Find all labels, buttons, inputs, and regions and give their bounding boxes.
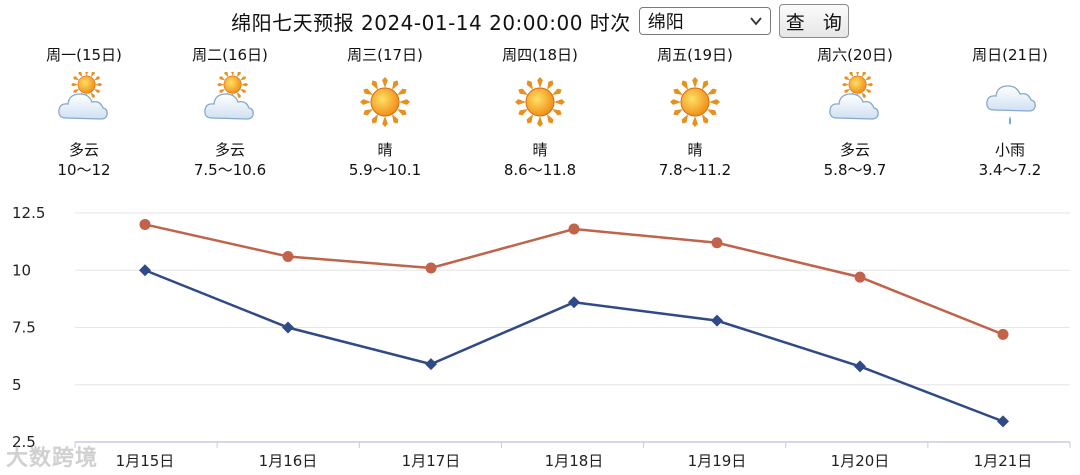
data-point bbox=[425, 358, 437, 371]
y-tick-label: 10 bbox=[12, 261, 31, 279]
day-name: 周三(17日) bbox=[347, 46, 423, 64]
sunny-icon bbox=[670, 77, 720, 127]
city-select-value: 绵阳 bbox=[647, 12, 684, 33]
forecast-day: 周五(19日) 晴 7.8～11.2 bbox=[625, 44, 765, 180]
day-condition: 小雨 bbox=[994, 141, 1025, 159]
forecast-days: 周一(15日) 多云 10～12 周二(16日) 多云 7.5～10.6 周三(… bbox=[0, 44, 1080, 194]
day-name: 周四(18日) bbox=[502, 46, 578, 64]
day-temp-range: 5.9～10.1 bbox=[348, 161, 422, 179]
forecast-day: 周四(18日) 晴 8.6～11.8 bbox=[470, 44, 610, 180]
day-condition: 晴 bbox=[532, 141, 548, 159]
x-tick-label: 1月15日 bbox=[116, 452, 175, 470]
page-title: 绵阳七天预报 2024-01-14 20:00:00 时次 bbox=[231, 10, 631, 35]
city-select[interactable]: 绵阳 bbox=[638, 7, 771, 35]
day-temp-range: 5.8～9.7 bbox=[823, 161, 887, 179]
day-name: 周日(21日) bbox=[972, 46, 1048, 64]
header: 绵阳七天预报 2024-01-14 20:00:00 时次 绵阳 查 询 bbox=[0, 4, 1080, 38]
day-condition: 晴 bbox=[687, 141, 703, 159]
sunny-icon bbox=[360, 77, 410, 127]
data-point bbox=[997, 415, 1009, 428]
query-button[interactable]: 查 询 bbox=[778, 4, 849, 38]
forecast-day: 周二(16日) 多云 7.5～10.6 bbox=[160, 44, 300, 180]
data-point bbox=[425, 262, 437, 274]
light-rain-icon bbox=[986, 85, 1036, 125]
watermark: 大数跨境 bbox=[6, 446, 99, 471]
data-point bbox=[711, 237, 723, 249]
data-point bbox=[997, 328, 1009, 340]
series-line bbox=[144, 269, 1004, 423]
data-point bbox=[139, 218, 151, 230]
day-name: 周二(16日) bbox=[192, 46, 268, 64]
data-point bbox=[711, 314, 723, 327]
day-condition: 多云 bbox=[214, 141, 245, 159]
partly-cloudy-icon bbox=[58, 72, 108, 120]
x-tick-label: 1月16日 bbox=[259, 452, 318, 470]
day-name: 周五(19日) bbox=[657, 46, 733, 64]
day-condition: 晴 bbox=[377, 141, 393, 159]
day-condition: 多云 bbox=[68, 141, 99, 159]
data-point bbox=[854, 271, 866, 283]
y-tick-label: 5 bbox=[12, 376, 22, 394]
data-point bbox=[282, 321, 294, 334]
day-temp-range: 10～12 bbox=[57, 161, 111, 179]
day-condition: 多云 bbox=[839, 141, 870, 159]
day-name: 周一(15日) bbox=[46, 46, 122, 64]
day-temp-range: 3.4～7.2 bbox=[978, 161, 1042, 179]
y-tick-label: 7.5 bbox=[12, 319, 36, 337]
forecast-day: 周三(17日) 晴 5.9～10.1 bbox=[315, 44, 455, 180]
x-tick-label: 1月17日 bbox=[402, 452, 461, 470]
x-tick-label: 1月21日 bbox=[974, 452, 1033, 470]
day-name: 周六(20日) bbox=[817, 46, 893, 64]
forecast-day: 周日(21日) 小雨 3.4～7.2 bbox=[940, 44, 1080, 180]
x-tick-label: 1月19日 bbox=[688, 452, 747, 470]
forecast-day: 周一(15日) 多云 10～12 bbox=[14, 44, 154, 180]
temperature-chart: 12.5 10 7.5 5 2.5 1月15日 1月16日 1月17日 1月18日 1月19日 1月… bbox=[12, 204, 1071, 470]
series-line bbox=[144, 223, 1004, 336]
chevron-down-icon bbox=[750, 17, 762, 26]
y-tick-label: 12.5 bbox=[12, 204, 45, 222]
y-tick-label: 2.5 bbox=[12, 433, 36, 451]
day-temp-range: 7.5～10.6 bbox=[193, 161, 267, 179]
partly-cloudy-icon bbox=[204, 72, 254, 120]
x-tick-label: 1月18日 bbox=[545, 452, 604, 470]
data-point bbox=[139, 264, 151, 277]
day-temp-range: 8.6～11.8 bbox=[503, 161, 577, 179]
data-point bbox=[568, 223, 580, 235]
forecast-day: 周六(20日) 多云 5.8～9.7 bbox=[785, 44, 925, 180]
data-point bbox=[568, 296, 580, 309]
sunny-icon bbox=[515, 77, 565, 127]
day-temp-range: 7.8～11.2 bbox=[658, 161, 732, 179]
x-tick-label: 1月20日 bbox=[831, 452, 890, 470]
partly-cloudy-icon bbox=[829, 72, 879, 120]
data-point bbox=[282, 251, 294, 263]
data-point bbox=[854, 360, 866, 373]
